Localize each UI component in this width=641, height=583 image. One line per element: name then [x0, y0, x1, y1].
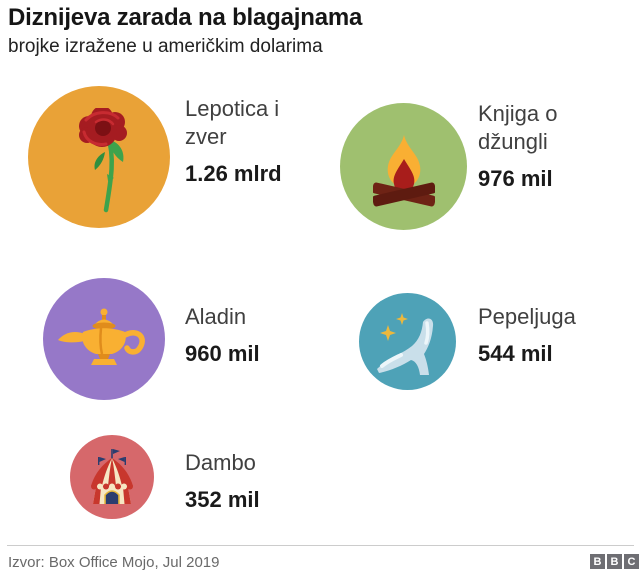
glass-slipper-icon	[376, 312, 433, 375]
item-value: 960 mil	[185, 341, 260, 366]
item-value: 976 mil	[478, 166, 553, 191]
bbc-logo-letter: B	[607, 554, 622, 569]
item-label: Lepotica i zver	[185, 96, 280, 149]
item-value: 544 mil	[478, 341, 553, 366]
item-aladin: Aladin 960 mil	[185, 303, 335, 367]
genie-lamp-icon	[58, 308, 145, 365]
item-label: Pepeljuga	[478, 304, 576, 329]
bbc-logo-letter: B	[590, 554, 605, 569]
bubble-aladin	[43, 278, 165, 400]
footer-divider	[7, 545, 634, 546]
campfire-icon	[372, 134, 435, 206]
bbc-logo-letter: C	[624, 554, 639, 569]
item-value: 1.26 mlrd	[185, 161, 282, 186]
page-title: Diznijeva zarada na blagajnama	[8, 4, 363, 31]
item-label: Dambo	[185, 450, 256, 475]
bubble-lepotica-i-zver	[28, 86, 170, 228]
bubble-dambo	[70, 435, 154, 519]
bubble-pepeljuga	[359, 293, 456, 390]
item-dambo: Dambo 352 mil	[185, 449, 335, 513]
item-value: 352 mil	[185, 487, 260, 512]
bbc-logo: B B C	[590, 554, 639, 569]
item-knjiga-o-dzungli: Knjiga o džungli 976 mil	[478, 100, 590, 192]
item-lepotica-i-zver: Lepotica i zver 1.26 mlrd	[185, 95, 307, 187]
rose-icon	[79, 108, 127, 213]
item-pepeljuga: Pepeljuga 544 mil	[478, 303, 628, 367]
page-subtitle: brojke izražene u američkim dolarima	[8, 36, 323, 57]
source-credit: Izvor: Box Office Mojo, Jul 2019	[8, 554, 220, 571]
circus-tent-icon	[91, 449, 133, 504]
bubble-knjiga-o-dzungli	[340, 103, 467, 230]
item-label: Knjiga o džungli	[478, 101, 558, 154]
item-label: Aladin	[185, 304, 247, 329]
